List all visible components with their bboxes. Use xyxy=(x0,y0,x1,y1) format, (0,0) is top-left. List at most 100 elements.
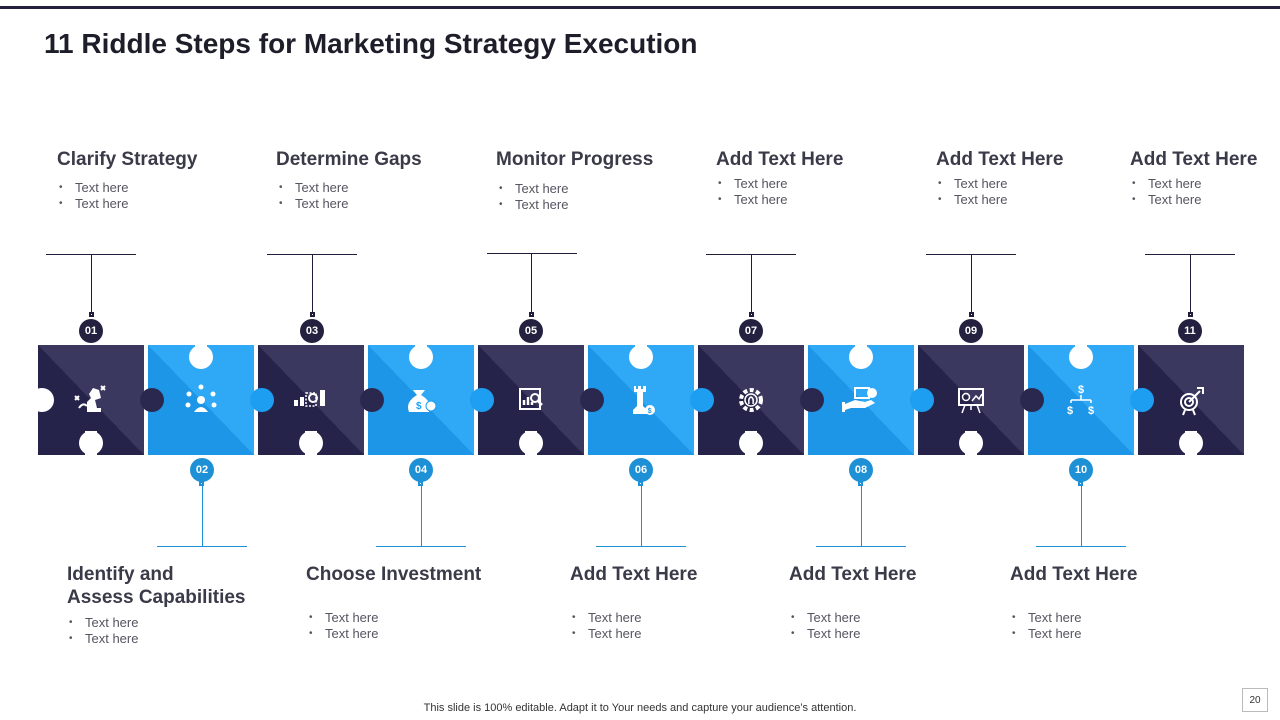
list-item: Text here xyxy=(307,626,378,642)
dollar-hierarchy-icon: $ $ $ xyxy=(1067,384,1094,417)
step-badge-06: 06 xyxy=(629,458,653,482)
list-item: Text here xyxy=(789,610,860,626)
chess-knight-icon xyxy=(74,385,106,412)
connector-node xyxy=(310,312,315,317)
puzzle-notches xyxy=(79,345,1203,455)
slide-title: 11 Riddle Steps for Marketing Strategy E… xyxy=(44,28,698,59)
svg-text:$: $ xyxy=(1078,384,1084,396)
list-item: Text here xyxy=(716,192,787,208)
step-03-heading: Determine Gaps xyxy=(276,149,422,170)
gap-analysis-icon xyxy=(294,390,325,407)
connector-stem xyxy=(1190,254,1191,314)
step-11-bullets: Text here Text here xyxy=(1130,176,1201,208)
step-badge-03: 03 xyxy=(300,319,324,343)
step-01-heading: Clarify Strategy xyxy=(57,149,198,170)
connector-node xyxy=(858,481,863,486)
connector-stem xyxy=(421,486,422,546)
money-bag-icon: $ xyxy=(408,390,437,412)
connector-node xyxy=(418,481,423,486)
list-item: Text here xyxy=(57,180,128,196)
chess-rook-icon: $ xyxy=(633,386,655,415)
step-badge-04: 04 xyxy=(409,458,433,482)
puzzle-tabs xyxy=(140,388,1154,412)
list-item: Text here xyxy=(570,610,641,626)
list-item: Text here xyxy=(497,197,568,213)
connector-stem xyxy=(91,254,92,314)
team-network-icon xyxy=(185,384,217,412)
step-02-heading-line1: Identify and xyxy=(67,564,174,585)
gear-fingerprint-icon xyxy=(739,388,763,412)
list-item: Text here xyxy=(1130,176,1201,192)
hand-money-icon xyxy=(842,387,877,412)
connector-stem xyxy=(312,254,313,314)
step-05-heading: Monitor Progress xyxy=(496,149,654,170)
step-05-bullets: Text here Text here xyxy=(497,181,568,213)
connector-node xyxy=(1078,481,1083,486)
list-item: Text here xyxy=(67,615,138,631)
connector-node xyxy=(749,312,754,317)
step-08-bullets: Text here Text here xyxy=(789,610,860,642)
connector-node xyxy=(199,481,204,486)
connector-node xyxy=(638,481,643,486)
svg-text:$: $ xyxy=(416,401,422,412)
step-02-bullets: Text here Text here xyxy=(67,615,138,647)
step-01-bullets: Text here Text here xyxy=(57,180,128,212)
list-item: Text here xyxy=(1010,610,1081,626)
step-10-heading: Add Text Here xyxy=(1010,564,1138,585)
step-badge-05: 05 xyxy=(519,319,543,343)
connector-node xyxy=(1188,312,1193,317)
step-badge-09: 09 xyxy=(959,319,983,343)
step-08-heading: Add Text Here xyxy=(789,564,917,585)
list-item: Text here xyxy=(67,631,138,647)
connector-node xyxy=(529,312,534,317)
step-11-heading: Add Text Here xyxy=(1130,149,1258,170)
top-rule xyxy=(0,6,1280,9)
target-icon xyxy=(1180,387,1204,416)
step-07-bullets: Text here Text here xyxy=(716,176,787,208)
presentation-board-icon xyxy=(958,388,984,414)
connector-bar xyxy=(1036,546,1126,547)
step-09-bullets: Text here Text here xyxy=(936,176,1007,208)
footer-note: This slide is 100% editable. Adapt it to… xyxy=(423,702,857,714)
connector-node xyxy=(89,312,94,317)
step-badge-10: 10 xyxy=(1069,458,1093,482)
list-item: Text here xyxy=(716,176,787,192)
step-09-heading: Add Text Here xyxy=(936,149,1064,170)
step-06-heading: Add Text Here xyxy=(570,564,698,585)
list-item: Text here xyxy=(277,180,348,196)
step-04-bullets: Text here Text here xyxy=(307,610,378,642)
list-item: Text here xyxy=(570,626,641,642)
step-03-bullets: Text here Text here xyxy=(277,180,348,212)
list-item: Text here xyxy=(497,181,568,197)
list-item: Text here xyxy=(1130,192,1201,208)
list-item: Text here xyxy=(277,196,348,212)
step-badge-07: 07 xyxy=(739,319,763,343)
step-06-bullets: Text here Text here xyxy=(570,610,641,642)
connector-bar xyxy=(376,546,466,547)
step-07-heading: Add Text Here xyxy=(716,149,844,170)
connector-stem xyxy=(202,486,203,546)
step-badge-08: 08 xyxy=(849,458,873,482)
list-item: Text here xyxy=(1010,626,1081,642)
page-number: 20 xyxy=(1242,688,1268,712)
step-10-bullets: Text here Text here xyxy=(1010,610,1081,642)
list-item: Text here xyxy=(307,610,378,626)
connector-bar xyxy=(596,546,686,547)
connector-stem xyxy=(531,253,532,314)
step-04-heading: Choose Investment xyxy=(306,564,482,585)
connector-stem xyxy=(971,254,972,314)
connector-bar xyxy=(157,546,247,547)
step-badge-02: 02 xyxy=(190,458,214,482)
connector-node xyxy=(969,312,974,317)
connector-stem xyxy=(641,486,642,546)
list-item: Text here xyxy=(57,196,128,212)
step-02-heading: Identify and Assess Capabilities xyxy=(67,563,245,609)
step-badge-01: 01 xyxy=(79,319,103,343)
list-item: Text here xyxy=(936,176,1007,192)
list-item: Text here xyxy=(789,626,860,642)
connector-stem xyxy=(861,486,862,546)
step-02-heading-line2: Assess Capabilities xyxy=(67,587,246,608)
step-badge-11: 11 xyxy=(1178,319,1202,343)
connector-bar xyxy=(487,253,577,254)
connector-stem xyxy=(1081,486,1082,546)
